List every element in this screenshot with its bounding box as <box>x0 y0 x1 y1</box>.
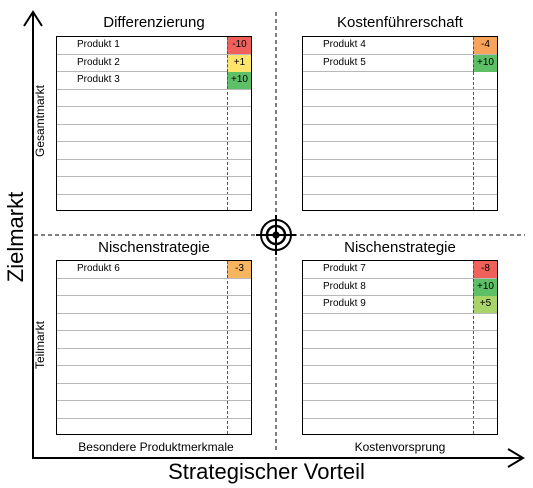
table-row <box>57 107 251 125</box>
x-label-kostenvorsprung: Kostenvorsprung <box>354 440 446 454</box>
table-row <box>303 419 497 437</box>
product-name: Produkt 5 <box>323 56 366 68</box>
x-axis-title: Strategischer Vorteil <box>168 459 365 484</box>
x-axis-arrowhead <box>507 448 525 468</box>
product-score: +1 <box>227 54 251 72</box>
table-row <box>57 401 251 419</box>
product-score: -3 <box>227 261 251 278</box>
table-row <box>303 401 497 419</box>
table-row: Produkt 2 +1 <box>57 54 251 72</box>
table-row <box>57 366 251 384</box>
product-name: Produkt 7 <box>323 263 366 274</box>
table-row <box>57 296 251 314</box>
table-row: Produkt 9 +5 <box>303 296 497 314</box>
product-table-nische-teil-left: Produkt 6 -3 <box>56 260 252 435</box>
product-table-differenzierung: Produkt 1 -10 Produkt 2 +1 Produkt 3 +10 <box>56 36 252 211</box>
table-row <box>57 177 251 195</box>
table-row <box>303 160 497 177</box>
table-row <box>303 107 497 125</box>
table-row <box>303 125 497 142</box>
score-column-divider <box>473 261 474 434</box>
table-row <box>57 125 251 142</box>
product-name: Produkt 6 <box>77 263 120 274</box>
score-column-divider <box>473 37 474 210</box>
table-row <box>57 419 251 437</box>
product-score: +10 <box>473 278 497 296</box>
table-row <box>303 195 497 213</box>
product-name: Produkt 9 <box>323 298 366 309</box>
product-name: Produkt 4 <box>323 39 366 50</box>
product-name: Produkt 1 <box>77 39 120 50</box>
table-row: Produkt 4 -4 <box>303 37 497 55</box>
product-score: -4 <box>473 37 497 54</box>
product-table-nische-teil-right: Produkt 7 -8 Produkt 8 +10 Produkt 9 +5 <box>302 260 498 435</box>
table-row <box>57 331 251 349</box>
table-row: Produkt 6 -3 <box>57 261 251 279</box>
product-name: Produkt 8 <box>323 280 366 292</box>
y-label-gesamtmarkt: Gesamtmarkt <box>33 85 47 158</box>
x-label-besondere-produktmerkmale: Besondere Produktmerkmale <box>78 440 234 454</box>
table-row <box>57 160 251 177</box>
table-row <box>303 384 497 401</box>
table-row: Produkt 1 -10 <box>57 37 251 55</box>
table-row <box>57 384 251 401</box>
table-row <box>303 142 497 160</box>
table-row <box>57 279 251 296</box>
quadrant-title-kostenfuehrerschaft: Kostenführerschaft <box>337 14 463 31</box>
score-column-divider <box>227 261 228 434</box>
y-label-teilmarkt: Teilmarkt <box>33 321 47 370</box>
table-row <box>303 366 497 384</box>
quadrant-title-nischenstrategie-right: Nischenstrategie <box>344 239 456 256</box>
table-row: Produkt 8 +10 <box>303 278 497 296</box>
product-score: +5 <box>473 296 497 313</box>
target-icon <box>256 215 296 255</box>
table-row <box>303 331 497 349</box>
quadrant-title-differenzierung: Differenzierung <box>103 14 205 31</box>
table-row <box>303 177 497 195</box>
y-axis-title: Zielmarkt <box>3 191 28 283</box>
y-axis-arrowhead <box>23 10 43 27</box>
table-row <box>57 195 251 213</box>
product-score: +10 <box>473 54 497 72</box>
table-row <box>57 314 251 331</box>
table-row: Produkt 3 +10 <box>57 72 251 90</box>
product-name: Produkt 2 <box>77 56 120 68</box>
table-row <box>303 90 497 107</box>
quadrant-title-nischenstrategie-left: Nischenstrategie <box>98 239 210 256</box>
table-row <box>57 349 251 366</box>
product-table-kostenfuehrerschaft: Produkt 4 -4 Produkt 5 +10 <box>302 36 498 211</box>
table-row <box>303 314 497 331</box>
product-name: Produkt 3 <box>77 74 120 85</box>
product-score: -8 <box>473 261 497 278</box>
table-row: Produkt 7 -8 <box>303 261 497 279</box>
product-score: -10 <box>227 37 251 54</box>
table-row: Produkt 5 +10 <box>303 54 497 72</box>
product-score: +10 <box>227 72 251 89</box>
table-row <box>57 90 251 107</box>
score-column-divider <box>227 37 228 210</box>
table-row <box>303 349 497 366</box>
table-row <box>303 72 497 90</box>
table-row <box>57 142 251 160</box>
